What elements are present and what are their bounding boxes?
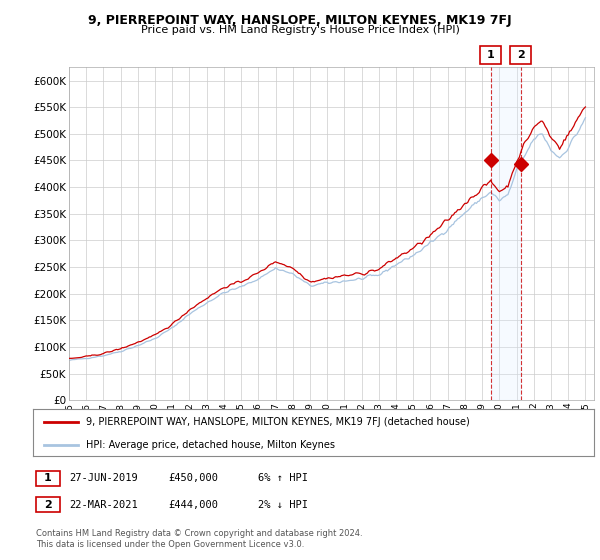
Text: 6% ↑ HPI: 6% ↑ HPI: [258, 473, 308, 483]
Bar: [491, 67, 521, 400]
Text: 2: 2: [517, 50, 524, 60]
Text: 27-JUN-2019: 27-JUN-2019: [69, 473, 138, 483]
Text: 9, PIERREPOINT WAY, HANSLOPE, MILTON KEYNES, MK19 7FJ (detached house): 9, PIERREPOINT WAY, HANSLOPE, MILTON KEY…: [86, 417, 470, 427]
Text: 2% ↓ HPI: 2% ↓ HPI: [258, 500, 308, 510]
Text: Price paid vs. HM Land Registry's House Price Index (HPI): Price paid vs. HM Land Registry's House …: [140, 25, 460, 35]
Text: Contains HM Land Registry data © Crown copyright and database right 2024.
This d: Contains HM Land Registry data © Crown c…: [36, 529, 362, 549]
Text: 22-MAR-2021: 22-MAR-2021: [69, 500, 138, 510]
Text: 1: 1: [44, 473, 52, 483]
Text: £444,000: £444,000: [168, 500, 218, 510]
Text: £450,000: £450,000: [168, 473, 218, 483]
Text: HPI: Average price, detached house, Milton Keynes: HPI: Average price, detached house, Milt…: [86, 440, 335, 450]
Text: 1: 1: [487, 50, 494, 60]
Text: 9, PIERREPOINT WAY, HANSLOPE, MILTON KEYNES, MK19 7FJ: 9, PIERREPOINT WAY, HANSLOPE, MILTON KEY…: [88, 14, 512, 27]
Text: 2: 2: [44, 500, 52, 510]
